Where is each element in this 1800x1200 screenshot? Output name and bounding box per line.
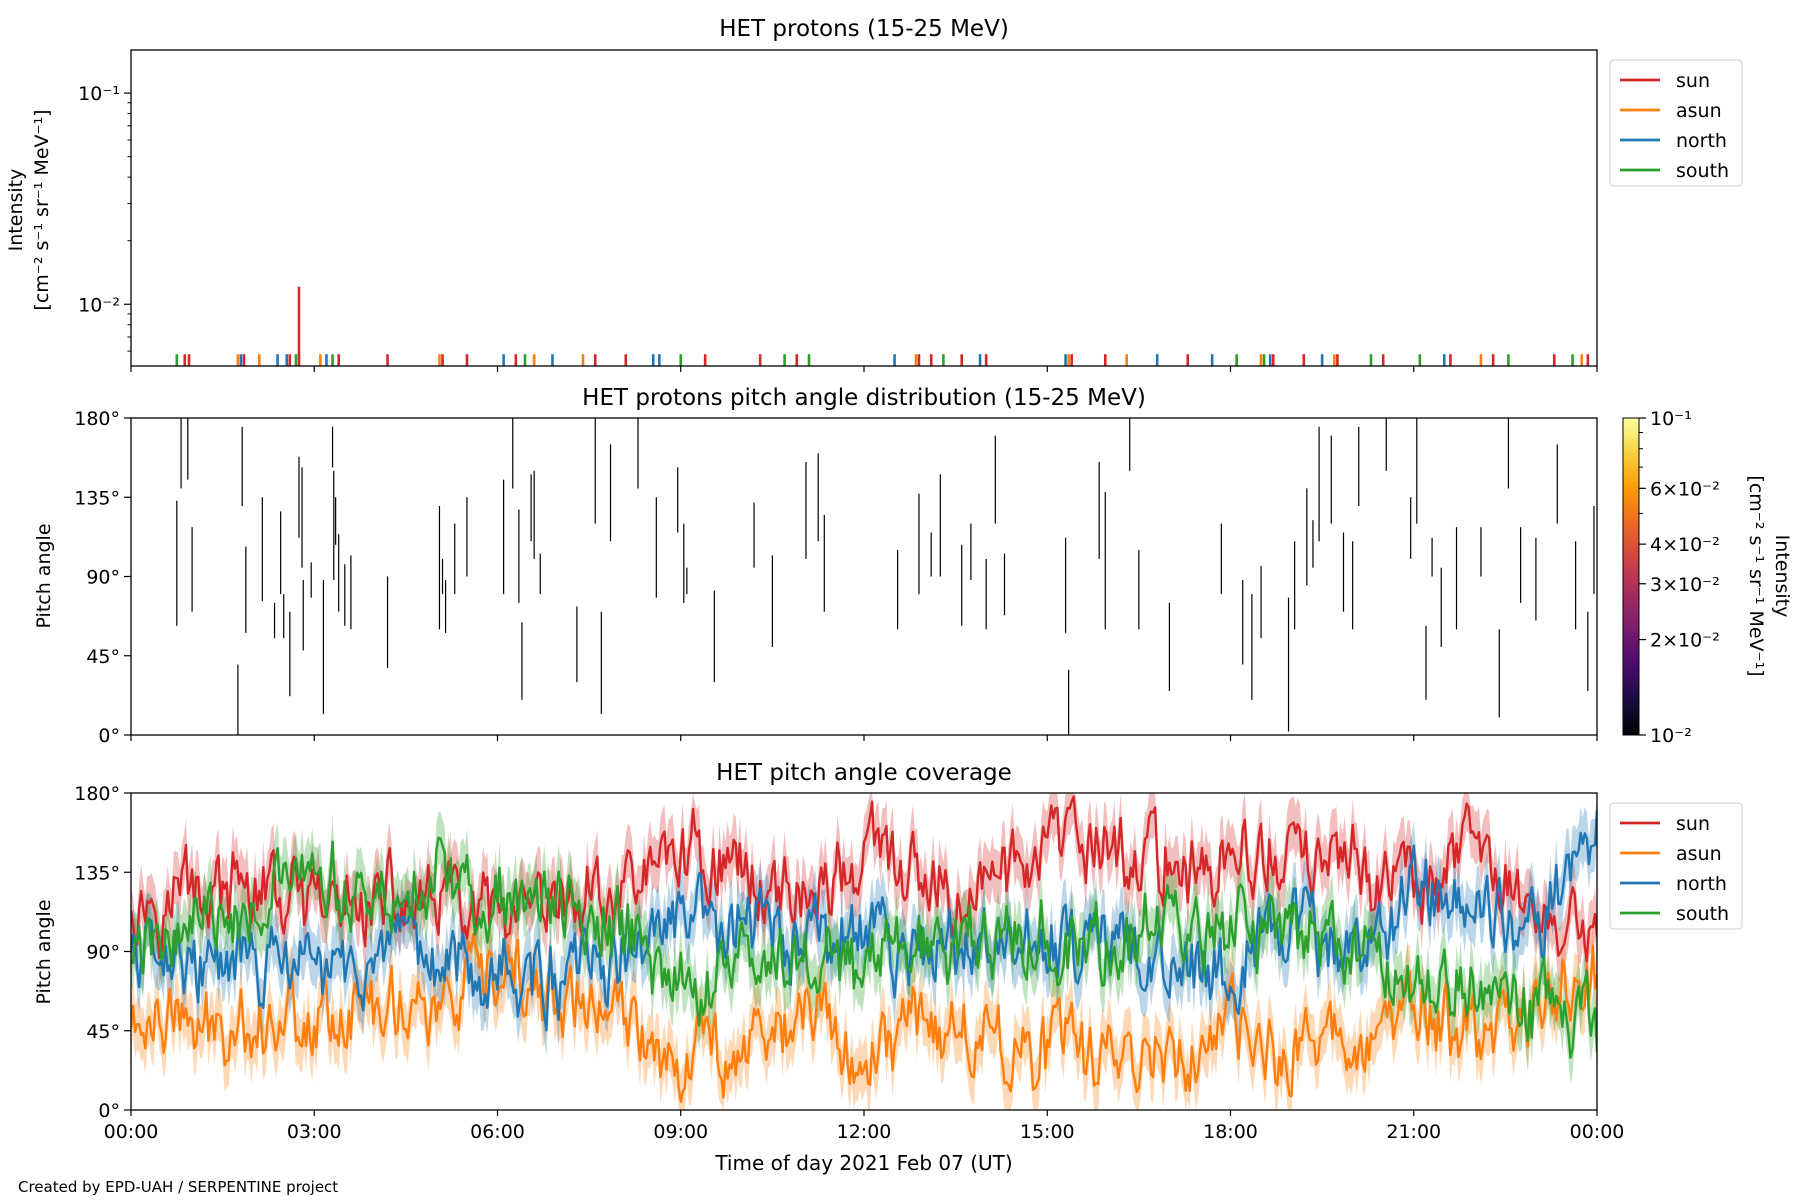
panel1-frame bbox=[130, 49, 1598, 367]
y-tick-label: 180° bbox=[74, 408, 120, 430]
x-tick-label: 00:00 bbox=[1570, 1121, 1625, 1143]
x-tick-label: 15:00 bbox=[1020, 1121, 1075, 1143]
x-tick-label: 18:00 bbox=[1203, 1121, 1258, 1143]
legend-label-north: north bbox=[1676, 130, 1727, 152]
coverage-line-asun bbox=[131, 932, 1597, 1103]
x-tick-label: 03:00 bbox=[287, 1121, 342, 1143]
x-axis-label: Time of day 2021 Feb 07 (UT) bbox=[714, 1151, 1012, 1175]
legend-label-asun: asun bbox=[1676, 843, 1722, 865]
colorbar-tick-label: 6×10⁻² bbox=[1650, 478, 1720, 500]
y-tick-label: 45° bbox=[86, 1021, 120, 1043]
legend-label-south: south bbox=[1676, 903, 1729, 925]
panel2-ylabel: Pitch angle bbox=[33, 523, 55, 628]
colorbar-fill bbox=[1622, 417, 1640, 736]
y-tick-label: 135° bbox=[74, 487, 120, 509]
x-tick-label: 09:00 bbox=[653, 1121, 708, 1143]
colorbar-tick-label: 2×10⁻² bbox=[1650, 630, 1720, 652]
panel3-ylabel: Pitch angle bbox=[33, 899, 55, 1004]
legend-label-south: south bbox=[1676, 160, 1729, 182]
panel-coverage: HET pitch angle coverage 0° 45° 90° 135° 180… bbox=[33, 760, 1743, 1175]
y-tick-label: 90° bbox=[86, 942, 120, 964]
panel3-x-axis: 00:00 03:00 06:00 09:00 12:00 15:00 18:00 21:00… bbox=[104, 1110, 1625, 1143]
coverage-band-sun bbox=[131, 793, 1597, 988]
panel1-y-axis: 10⁻¹ 10⁻² bbox=[78, 83, 131, 352]
panel2-plot-area bbox=[176, 418, 1595, 735]
colorbar-tick-label: 10⁻¹ bbox=[1650, 408, 1692, 430]
panel1-plot-area bbox=[175, 286, 1590, 366]
panel1-x-ticks bbox=[130, 366, 1598, 372]
x-tick-label: 12:00 bbox=[837, 1121, 892, 1143]
y-tick-label: 0° bbox=[98, 1100, 120, 1122]
panel3-title: HET pitch angle coverage bbox=[716, 760, 1012, 786]
colorbar-label-line2: [cm⁻² s⁻¹ sr⁻¹ MeV⁻¹] bbox=[1745, 475, 1767, 676]
colorbar-tick-label: 10⁻² bbox=[1650, 725, 1692, 747]
panel1-ylabel-line1: Intensity bbox=[5, 169, 27, 252]
legend-box bbox=[1609, 802, 1743, 930]
y-tick-label: 90° bbox=[86, 567, 120, 589]
legend-label-asun: asun bbox=[1676, 100, 1722, 122]
coverage-band-asun bbox=[131, 907, 1597, 1110]
x-tick-label: 21:00 bbox=[1386, 1121, 1441, 1143]
y-tick-label: 10⁻² bbox=[78, 294, 120, 316]
y-tick-label: 180° bbox=[74, 783, 120, 805]
colorbar-ticks: 10⁻¹ 6×10⁻² 4×10⁻² 3×10⁻² 2×10⁻² 10⁻² bbox=[1639, 408, 1720, 747]
panel3-legend: sun asun north south bbox=[1609, 802, 1743, 930]
y-tick-label: 135° bbox=[74, 862, 120, 884]
y-tick-label: 10⁻¹ bbox=[78, 83, 120, 105]
legend-label-north: north bbox=[1676, 873, 1727, 895]
panel3-lines bbox=[131, 795, 1597, 1103]
panel-pad: HET protons pitch angle distribution (15… bbox=[33, 385, 1793, 747]
colorbar-tick-label: 4×10⁻² bbox=[1650, 534, 1720, 556]
panel2-y-axis: 0° 45° 90° 135° 180° bbox=[74, 408, 131, 747]
legend-box bbox=[1609, 59, 1743, 187]
panel1-title: HET protons (15-25 MeV) bbox=[719, 16, 1009, 42]
colorbar-label-line1: Intensity bbox=[1771, 535, 1793, 618]
y-tick-label: 0° bbox=[98, 725, 120, 747]
panel-intensity: HET protons (15-25 MeV) 10⁻¹ 10⁻² Intensi… bbox=[5, 16, 1743, 372]
coverage-line-sun bbox=[131, 795, 1597, 963]
panel1-legend: sun asun north south bbox=[1609, 59, 1743, 187]
coverage-line-south bbox=[131, 836, 1597, 1059]
legend-label-sun: sun bbox=[1676, 813, 1710, 835]
footer-credit: Created by EPD-UAH / SERPENTINE project bbox=[18, 1178, 339, 1196]
colorbar: 10⁻¹ 6×10⁻² 4×10⁻² 3×10⁻² 2×10⁻² 10⁻² Intensi… bbox=[1622, 408, 1793, 747]
panel2-x-ticks bbox=[130, 735, 1598, 741]
panel2-title: HET protons pitch angle distribution (15… bbox=[582, 385, 1146, 411]
coverage-band-south bbox=[131, 811, 1597, 1085]
colorbar-tick-label: 3×10⁻² bbox=[1650, 574, 1720, 596]
y-tick-label: 45° bbox=[86, 646, 120, 668]
x-tick-label: 00:00 bbox=[104, 1121, 159, 1143]
panel1-ylabel-line2: [cm⁻² s⁻¹ sr⁻¹ MeV⁻¹] bbox=[31, 109, 53, 310]
panel3-y-axis: 0° 45° 90° 135° 180° bbox=[74, 783, 131, 1122]
x-tick-label: 06:00 bbox=[470, 1121, 525, 1143]
legend-label-sun: sun bbox=[1676, 70, 1710, 92]
